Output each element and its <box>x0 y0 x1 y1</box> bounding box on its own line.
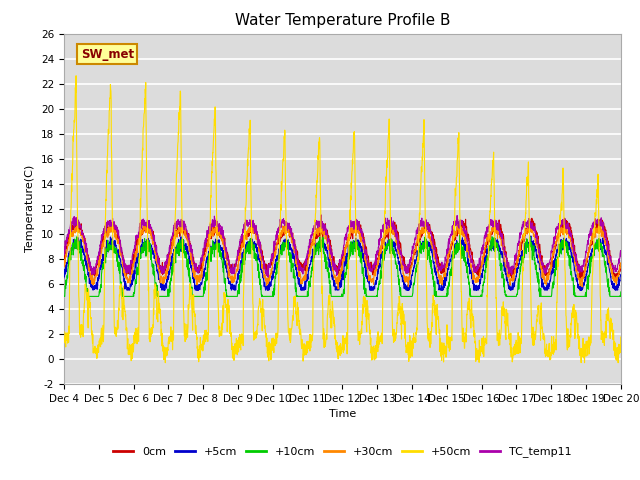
X-axis label: Time: Time <box>329 409 356 419</box>
Text: SW_met: SW_met <box>81 48 134 60</box>
Title: Water Temperature Profile B: Water Temperature Profile B <box>235 13 450 28</box>
Legend: 0cm, +5cm, +10cm, +30cm, +50cm, TC_temp11: 0cm, +5cm, +10cm, +30cm, +50cm, TC_temp1… <box>109 442 576 462</box>
Y-axis label: Temperature(C): Temperature(C) <box>26 165 35 252</box>
